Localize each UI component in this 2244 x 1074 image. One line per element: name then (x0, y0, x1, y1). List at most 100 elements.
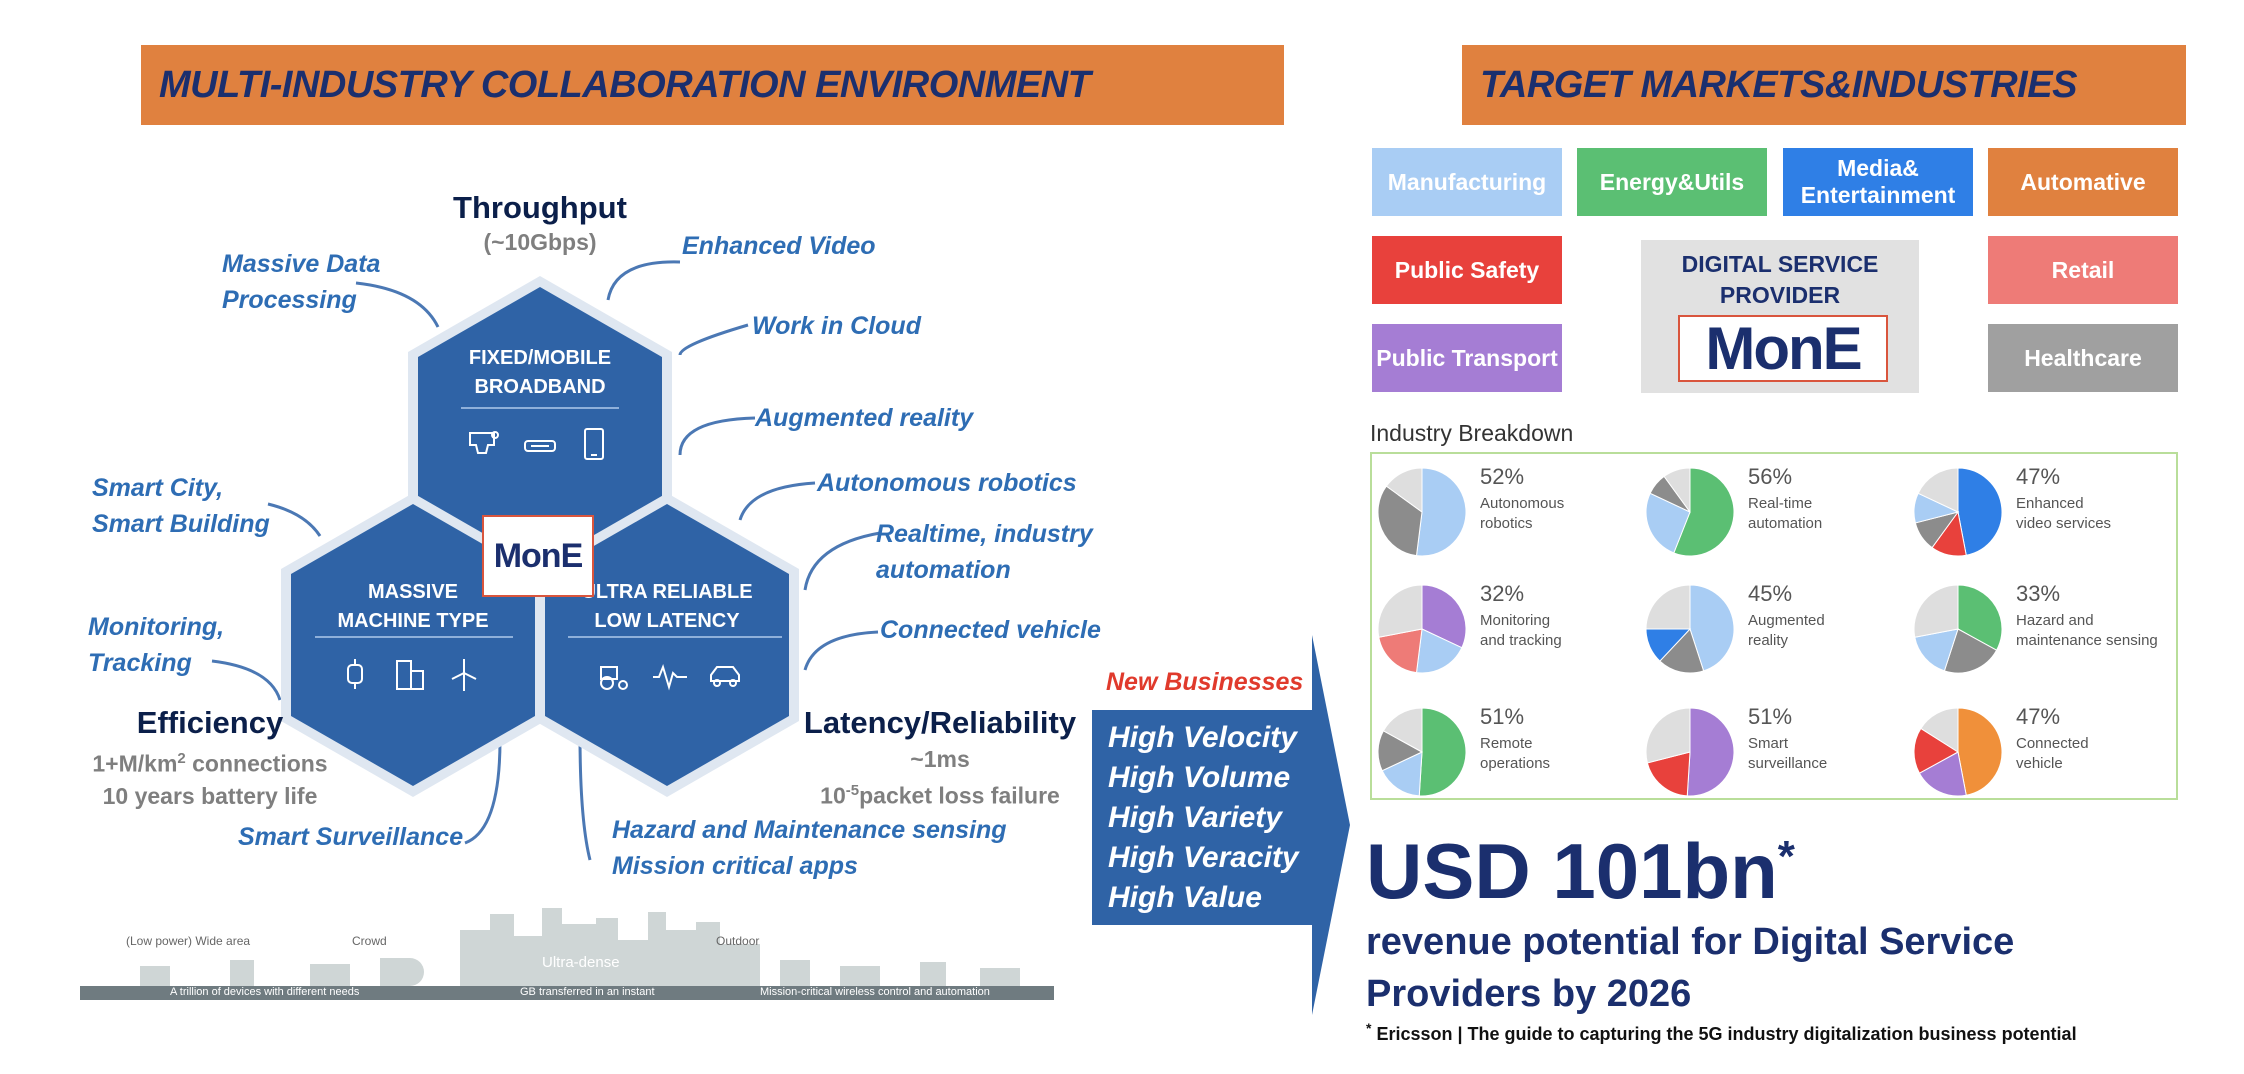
industry-tile-media-label: Media& Entertainment (1800, 155, 1956, 208)
pie-chart (1913, 707, 2003, 797)
pie-slice (1645, 492, 1691, 554)
skyline-label-wide-area: (Low power) Wide area (126, 934, 251, 948)
pie-label-line2: reality (1748, 632, 1789, 649)
pie-label-line2: maintenance sensing (2016, 632, 2158, 649)
use-case-connected-vehicle: Connected vehicle (880, 616, 1101, 644)
pie-slice (1663, 467, 1691, 514)
pie-card: 45% Augmented reality (1642, 581, 1907, 681)
use-case-massive-data: Massive Data Processing (222, 246, 380, 318)
industry-tile-healthcare-label: Healthcare (2024, 344, 2142, 371)
pie-slice (1689, 584, 1735, 672)
pie-slice (1957, 584, 2003, 651)
industry-tile-public-transport-label: Public Transport (1376, 344, 1558, 371)
use-case-smart-city-2: Smart Building (92, 510, 270, 538)
pie-label-line2: operations (1480, 755, 1551, 772)
pie-slice (1686, 707, 1735, 797)
pie-slice (1378, 628, 1423, 674)
pie-percent: 32% (1480, 581, 1525, 606)
pie-slice (1382, 707, 1423, 753)
use-case-realtime: Realtime, industry automation (876, 516, 1093, 588)
industry-tile-manufacturing-label: Manufacturing (1387, 168, 1547, 195)
heartbeat-icon (653, 663, 687, 691)
hex-top-line2: BROADBAND (474, 376, 606, 398)
pie-label-line2: automation (1748, 515, 1823, 532)
pie-slice (1914, 628, 1959, 672)
pie-slice (1645, 707, 1691, 764)
pie-chart (1645, 584, 1735, 674)
pie-card: 47% Connected vehicle (1910, 704, 2175, 804)
pie-label-line2: video services (2016, 515, 2112, 532)
breakdown-panel: 52% Autonomous robotics 56% Real-time automat… (1370, 452, 2178, 800)
pie-slice (1659, 628, 1705, 674)
pie-label-line1: Remote (1480, 735, 1533, 752)
industry-tile-energy: Energy&Utils (1577, 148, 1767, 216)
use-case-massive-data-1: Massive Data (222, 250, 381, 278)
skyline-strip: (Low power) Wide area Crowd Ultra-dense … (80, 900, 1054, 1000)
industry-tile-retail: Retail (1988, 236, 2178, 304)
car-icon (710, 666, 740, 687)
hexagon-diagram (211, 260, 881, 861)
pie-text: 51% Smart surveillance (1748, 704, 1827, 774)
pie-text: 47% Connected vehicle (2016, 704, 2089, 774)
pie-label-line1: Autonomous (1480, 495, 1565, 512)
pie-slice (1415, 628, 1463, 674)
new-businesses-item-5: High Value (1108, 881, 1262, 914)
latency-line1: ~1ms (910, 746, 970, 772)
router-icon (524, 440, 556, 452)
pie-label-line2: vehicle (2016, 755, 2063, 772)
dsp-box: DIGITAL SERVICE PROVIDER MonE (1641, 240, 1919, 393)
efficiency-block: Efficiency 1+M/km2 connections 10 years … (80, 703, 340, 812)
use-case-smart-city-1: Smart City, (92, 474, 224, 502)
pie-slice (1415, 467, 1467, 557)
use-case-augmented-reality: Augmented reality (755, 404, 974, 432)
skyline-label-crowd: Crowd (352, 934, 387, 948)
pie-text: 32% Monitoring and tracking (1480, 581, 1562, 651)
pie-label-line1: Monitoring (1480, 612, 1551, 629)
pie-card: 56% Real-time automation (1642, 464, 1907, 564)
efficiency-line1-pre: 1+M/km (92, 750, 178, 777)
pie-slice (1377, 584, 1423, 638)
pie-chart (1645, 467, 1735, 557)
pie-slice (1920, 707, 1959, 753)
pie-chart (1645, 707, 1735, 797)
buildings-icon (396, 660, 424, 690)
pie-slice (1943, 628, 1998, 674)
new-businesses-item-3: High Variety (1108, 801, 1282, 834)
industry-tile-public-transport: Public Transport (1372, 324, 1562, 392)
hex-left-line2: MACHINE TYPE (337, 610, 489, 632)
left-banner-title: MULTI-INDUSTRY COLLABORATION ENVIRONMENT (159, 63, 1091, 106)
efficiency-line2: 10 years battery life (102, 782, 318, 809)
industry-tile-energy-label: Energy&Utils (1599, 168, 1745, 195)
efficiency-title: Efficiency (136, 705, 284, 740)
throughput-sub: (~10Gbps) (483, 229, 597, 255)
latency-title: Latency/Reliability (803, 705, 1077, 740)
revenue-footnote-mark: * (1366, 1020, 1372, 1036)
use-case-monitoring-1: Monitoring, (88, 613, 225, 641)
use-case-hazard-1: Hazard and Maintenance sensing (612, 816, 1007, 844)
pie-percent: 33% (2016, 581, 2061, 606)
tractor-icon (600, 666, 628, 690)
pie-card: 33% Hazard and maintenance sensing (1910, 581, 2175, 681)
revenue-line1: revenue potential for Digital Service (1366, 921, 2015, 963)
mone-logo-center: MonE (482, 515, 594, 597)
dsp-logo-text: MonE (1705, 314, 1862, 382)
hex-top-label: FIXED/MOBILE BROADBAND (440, 344, 640, 402)
hex-left-label: MASSIVE MACHINE TYPE (313, 578, 513, 636)
hex-right (535, 493, 799, 797)
pie-percent: 56% (1748, 464, 1793, 489)
pie-text: 47% Enhanced video services (2016, 464, 2111, 534)
hex-top-line1: FIXED/MOBILE (468, 347, 612, 369)
mone-logo-text: MonE (493, 536, 584, 575)
tablet-icon (584, 428, 604, 460)
hex-left (281, 493, 545, 797)
new-businesses-item-2: High Volume (1108, 761, 1291, 794)
right-banner: TARGET MARKETS&INDUSTRIES (1462, 45, 2186, 125)
pie-percent: 45% (1748, 581, 1793, 606)
use-case-massive-data-2: Processing (222, 286, 357, 314)
use-case-autonomous-robotics: Autonomous robotics (817, 469, 1077, 497)
pie-slice (1957, 707, 2003, 796)
use-case-hazard: Hazard and Maintenance sensing Mission c… (612, 812, 1007, 884)
use-case-mission: Mission critical apps (612, 852, 858, 880)
breakdown-title: Industry Breakdown (1370, 420, 1574, 446)
throughput-block: Throughput (~10Gbps) (400, 190, 680, 258)
